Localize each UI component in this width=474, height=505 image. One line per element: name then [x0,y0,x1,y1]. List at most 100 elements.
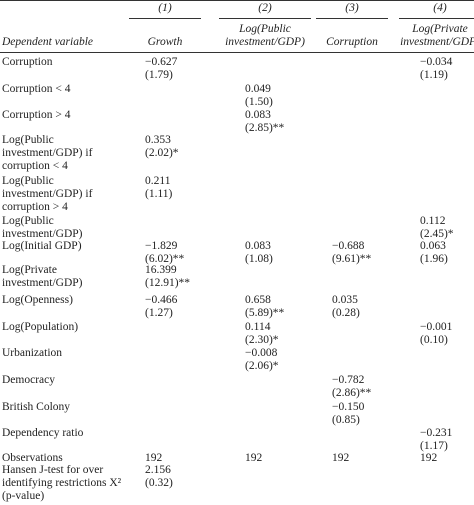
column-number: (4) [433,2,447,14]
coefficient: −0.231 [420,427,453,439]
row-label: Hansen J-test for over identifying restr… [2,464,122,502]
coefficient: 0.112 [420,215,446,227]
header-rule [399,18,474,19]
cell: 2.156 (0.32) [145,464,173,490]
cell: −0.034 (1.19) [420,56,452,82]
statistic: (0.10) [420,334,448,346]
coefficient: −0.034 [420,56,453,68]
row-label: Log(Private investment/GDP) [2,264,83,289]
statistic: (0.32) [145,477,173,489]
statistic: (2.45)* [420,228,454,240]
row-label: Corruption < 4 [2,83,71,95]
coefficient: 0.658 [245,294,271,306]
statistic: (6.02)** [145,253,185,265]
row-label: Log(Population) [2,321,79,333]
cell: −0.688 (9.61)** [332,240,371,266]
cell: −0.008 (2.06)* [245,347,279,373]
column-heading: Corruption [326,36,378,48]
cell: −0.150 (0.85) [332,401,364,427]
statistic: (1.96) [420,253,448,265]
cell: −0.466 (1.27) [145,294,177,320]
statistic: (1.17) [420,440,448,452]
column-heading: Dependent variable [2,36,94,48]
coefficient: −0.688 [332,240,365,252]
statistic: (0.28) [332,307,360,319]
cell: 0.063 (1.96) [420,240,448,266]
coefficient: −0.627 [145,56,178,68]
statistic: (9.61)** [332,253,372,265]
top-rule [0,0,474,1]
coefficient: 192 [245,452,263,464]
statistic: (1.79) [145,69,173,81]
cell: −1.829 (6.02)** [145,240,184,266]
row-label: Observations [2,452,63,464]
column-number: (1) [158,2,172,14]
cell: −0.001 (0.10) [420,321,452,347]
statistic: (1.27) [145,307,173,319]
cell: 0.083 (2.85)** [245,109,284,135]
statistic: (2.06)* [245,360,279,372]
coefficient: −0.466 [145,294,178,306]
coefficient: 0.114 [245,321,271,333]
cell: 0.035 (0.28) [332,294,360,320]
column-heading: Growth [147,36,183,48]
cell: 0.049 (1.50) [245,83,273,109]
coefficient: −0.001 [420,321,453,333]
row-label: Log(Public investment/GDP) if corruption… [2,134,93,172]
cell: 0.658 (5.89)** [245,294,284,320]
row-label: Log(Public investment/GDP) [2,215,83,240]
cell: 192 [420,452,437,465]
coefficient: 0.353 [145,134,171,146]
column-number: (2) [258,2,272,14]
statistic: (12.91)** [145,277,191,289]
cell: −0.627 (1.79) [145,56,177,82]
row-label: Log(Openness) [2,294,73,306]
coefficient: −0.782 [332,374,365,386]
header-rule [0,52,474,53]
coefficient: 192 [332,452,350,464]
row-label: Log(Public investment/GDP) if corruption… [2,175,93,213]
coefficient: 0.083 [245,109,271,121]
cell: 0.083 (1.08) [245,240,273,266]
coefficient: 192 [145,452,163,464]
cell: 192 [145,452,162,465]
statistic: (1.19) [420,69,448,81]
row-label: Dependency ratio [2,427,84,439]
header-rule [219,18,311,19]
column-heading: Log(Private investment/GDP) [400,23,474,48]
coefficient: 192 [420,452,438,464]
coefficient: −1.829 [145,240,178,252]
cell: −0.782 (2.86)** [332,374,371,400]
cell: 0.353 (2.02)* [145,134,179,160]
row-label: Log(Initial GDP) [2,240,82,252]
coefficient: −0.008 [245,347,278,359]
statistic: (5.89)** [245,307,285,319]
header-rule [129,18,201,19]
statistic: (2.85)** [245,122,285,134]
statistic: (2.30)* [245,334,279,346]
column-heading: Log(Public investment/GDP) [225,23,305,48]
statistic: (1.50) [245,96,273,108]
header-rule [316,18,388,19]
coefficient: 2.156 [145,464,171,476]
coefficient: 0.049 [245,83,271,95]
cell: 0.114 (2.30)* [245,321,279,347]
row-label: British Colony [2,401,71,413]
statistic: (2.86)** [332,387,372,399]
coefficient: −0.150 [332,401,365,413]
coefficient: 0.083 [245,240,271,252]
cell: 0.211 (1.11) [145,175,172,201]
coefficient: 0.035 [332,294,358,306]
cell: 192 [245,452,262,465]
cell: −0.231 (1.17) [420,427,452,453]
coefficient: 0.063 [420,240,446,252]
coefficient: 0.211 [145,175,171,187]
row-label: Corruption > 4 [2,109,71,121]
row-label: Urbanization [2,347,63,359]
row-label: Democracy [2,374,55,386]
statistic: (1.08) [245,253,273,265]
statistic: (0.85) [332,414,360,426]
column-number: (3) [345,2,359,14]
cell: 0.112 (2.45)* [420,215,454,241]
